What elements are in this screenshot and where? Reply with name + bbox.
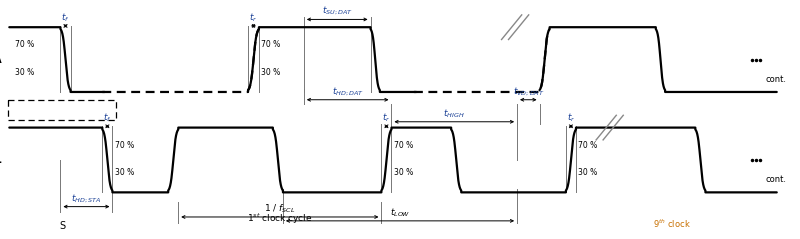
Text: $1^{st}$ clock cycle: $1^{st}$ clock cycle	[247, 212, 313, 226]
Text: 70 %: 70 %	[14, 40, 34, 49]
Text: $t_{HD;DAT}$: $t_{HD;DAT}$	[332, 86, 364, 98]
Text: 70 %: 70 %	[262, 40, 281, 49]
Text: $t_r$: $t_r$	[250, 11, 258, 24]
Text: 30 %: 30 %	[578, 168, 598, 177]
Text: 70 %: 70 %	[578, 141, 598, 150]
Text: 30 %: 30 %	[114, 168, 134, 177]
Text: $t_r$: $t_r$	[382, 112, 390, 124]
Text: $t_{HIGH}$: $t_{HIGH}$	[443, 107, 465, 120]
Text: SDA: SDA	[0, 54, 2, 65]
Text: $t_r$: $t_r$	[566, 112, 575, 124]
Text: 30 %: 30 %	[394, 168, 413, 177]
Text: 70 %: 70 %	[394, 141, 413, 150]
Text: $1\ /\ f_{SCL}$: $1\ /\ f_{SCL}$	[264, 202, 295, 215]
Text: 30 %: 30 %	[262, 68, 281, 77]
Text: $9^{th}$ clock: $9^{th}$ clock	[653, 217, 691, 230]
Text: $t_f$: $t_f$	[62, 11, 70, 24]
Text: $t_{LOW}$: $t_{LOW}$	[390, 206, 410, 219]
Text: $t_{VD;DAT}$: $t_{VD;DAT}$	[513, 86, 545, 98]
Text: $t_{SU;DAT}$: $t_{SU;DAT}$	[322, 5, 353, 17]
Text: cont.: cont.	[765, 175, 786, 184]
Text: $t_{HD;STA}$: $t_{HD;STA}$	[71, 192, 102, 205]
Text: SCL: SCL	[0, 155, 2, 165]
Text: cont.: cont.	[765, 75, 786, 83]
Text: $t_f$: $t_f$	[103, 112, 112, 124]
Text: S: S	[59, 221, 65, 231]
Text: 70 %: 70 %	[114, 141, 134, 150]
Text: 30 %: 30 %	[14, 68, 34, 77]
